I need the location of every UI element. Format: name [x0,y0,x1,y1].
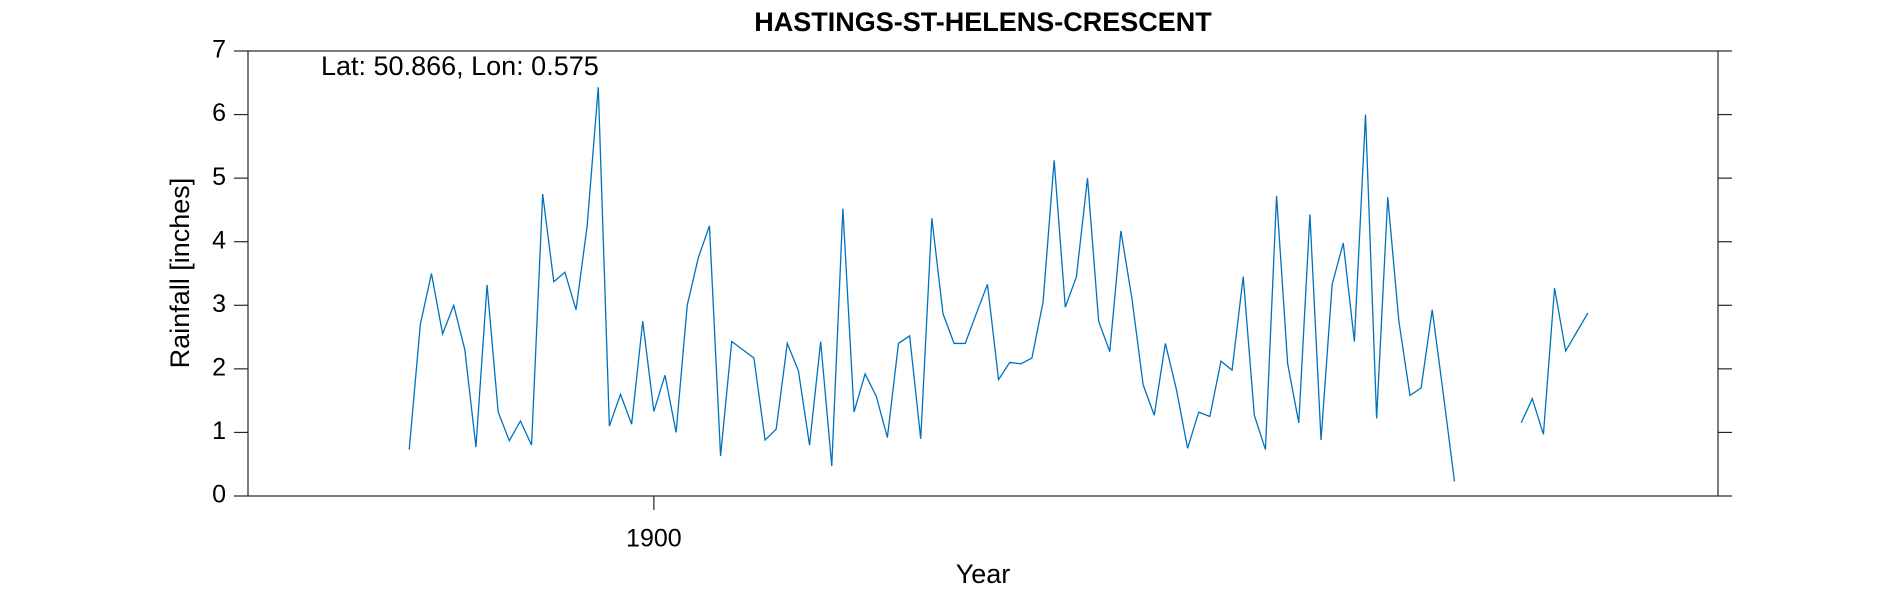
y-axis-label: Rainfall [inches] [165,178,195,369]
y-tick-label: 6 [212,99,226,127]
plot-frame [247,50,1719,497]
data-line [408,87,1589,482]
y-tick-label: 2 [212,353,226,381]
y-tick-label: 4 [212,226,226,254]
x-tick-label: 1900 [626,525,682,553]
chart-title: HASTINGS-ST-HELENS-CRESCENT [754,7,1212,37]
x-axis-label: Year [956,559,1011,589]
y-tick-label: 1 [212,417,226,445]
annotation: Lat: 50.866, Lon: 0.575 [321,51,599,81]
y-tick-label: 3 [212,290,226,318]
y-tick-label: 0 [212,481,226,509]
y-tick-label: 5 [212,163,226,191]
y-tick-label: 7 [212,36,226,64]
